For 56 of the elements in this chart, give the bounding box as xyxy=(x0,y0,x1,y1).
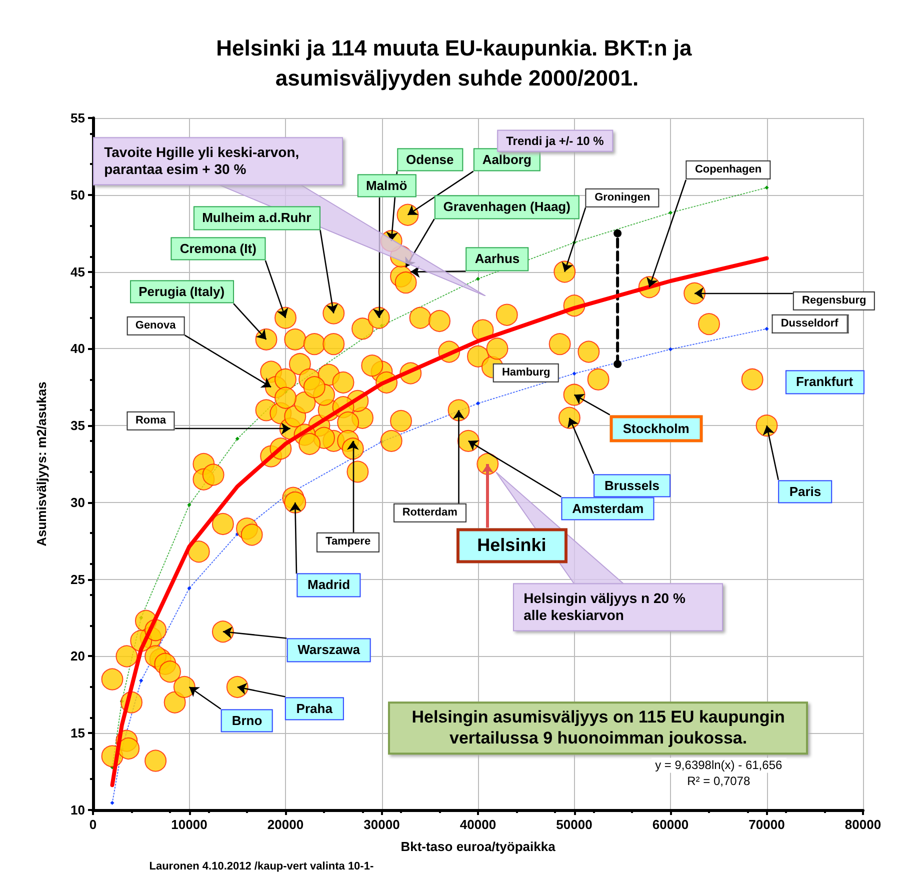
annotation: Tampere xyxy=(316,532,380,552)
annotation: Frankfurt xyxy=(784,370,864,394)
callout-box: Trendi ja +/- 10 % xyxy=(497,130,613,152)
x-tick-label: 50000 xyxy=(556,817,592,832)
y-axis-title: Asumisväljyys: m2/asukas xyxy=(34,382,49,546)
annotation: Perugia (Italy) xyxy=(130,280,234,304)
text: Lauronen 4.10.2012 /kaup-vert valinta 10-1- xyxy=(149,860,374,874)
annotation: Madrid xyxy=(296,574,362,598)
annotation: Regensburg xyxy=(793,291,876,311)
annotation: Amsterdam xyxy=(561,496,655,520)
annotation: Cremona (It) xyxy=(170,236,266,260)
x-tick-label: 70000 xyxy=(748,817,785,832)
x-tick-label: 40000 xyxy=(460,817,496,832)
annotation: Groningen xyxy=(586,188,660,208)
annotation: Copenhagen xyxy=(686,160,771,180)
y-tick-label: 15 xyxy=(70,726,85,741)
annotation: Malmö xyxy=(356,174,416,198)
annotation: Gravenhagen (Haag) xyxy=(434,195,580,219)
annotation: Mulheim a.d.Ruhr xyxy=(193,206,320,230)
callout-box: Tavoite Hgille yli keski-arvon, parantaa esim + 30 % xyxy=(93,137,344,185)
y-tick-label: 35 xyxy=(70,418,85,434)
annotation: Odense xyxy=(397,148,463,172)
annotation: Stockholm xyxy=(610,414,702,442)
x-tick-label: 60000 xyxy=(652,817,689,832)
callout-box: Helsingin väljyys n 20 % alle keskiarvon xyxy=(512,583,723,631)
annotation: Aarhus xyxy=(466,248,529,272)
y-tick-label: 25 xyxy=(70,572,85,587)
chart-title: Helsinki ja 114 muuta EU-kaupunkia. BKT:n ja asumisväljyyden suhde 2000/2001. xyxy=(216,36,698,90)
annotation: Roma xyxy=(126,411,176,431)
annotation: R² = 0,7078 xyxy=(683,774,754,788)
annotation: Aalborg xyxy=(473,148,540,172)
annotation: Rotterdam xyxy=(393,504,466,523)
annotation: Genova xyxy=(126,316,185,336)
annotation: Helsinki xyxy=(456,528,568,564)
annotation: Paris xyxy=(778,480,832,504)
y-tick-label: 55 xyxy=(70,110,85,126)
annotation: Dusseldorf xyxy=(772,314,848,334)
y-tick-label: 45 xyxy=(70,264,85,280)
x-tick-label: 0 xyxy=(89,817,97,832)
x-tick-label: 80000 xyxy=(844,817,882,832)
y-tick-label: 50 xyxy=(70,187,85,202)
y-tick-label: 30 xyxy=(70,494,85,510)
x-axis-title: Bkt-taso euroa/työpaikka xyxy=(400,839,556,854)
annotation: Praha xyxy=(285,696,344,720)
y-tick-label: 20 xyxy=(70,648,85,664)
annotation: Hamburg xyxy=(492,364,560,383)
annotation: Helsingin asumisväljyys on 115 EU kaupungin vertailussa 9 huonoimman joukossa. xyxy=(388,702,808,755)
y-tick-label: 10 xyxy=(70,802,85,818)
x-tick-label: 10000 xyxy=(171,817,208,832)
annotation: Brussels xyxy=(594,474,670,498)
x-tick-label: 20000 xyxy=(267,817,304,832)
annotation: y = 9,6398ln(x) - 61,656 xyxy=(651,758,786,773)
x-tick-label: 30000 xyxy=(364,817,400,832)
y-tick-label: 40 xyxy=(70,341,85,356)
annotation: Brno xyxy=(220,709,274,733)
annotation: Warszawa xyxy=(286,638,372,662)
